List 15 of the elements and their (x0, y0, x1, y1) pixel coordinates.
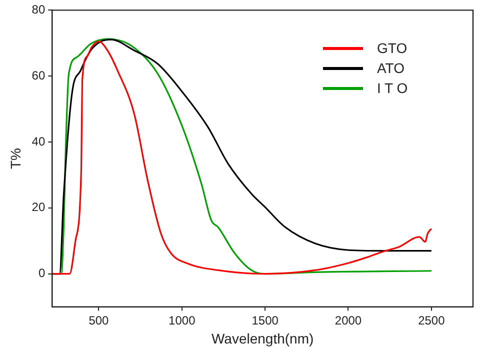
y-tick-label: 20 (32, 200, 46, 214)
x-tick-label: 1500 (252, 313, 279, 328)
x-tick-label: 1000 (168, 313, 196, 328)
y-tick-label: 40 (32, 134, 46, 148)
x-tick-label: 2000 (334, 313, 362, 328)
x-axis-title: Wavelength(nm) (211, 330, 314, 346)
x-tick-label: 500 (88, 313, 110, 328)
y-tick-label: 60 (32, 68, 46, 82)
legend-label: ATO (377, 60, 404, 76)
y-tick-label: 0 (38, 266, 46, 280)
legend-label: I T O (377, 80, 408, 96)
y-tick-label: 80 (32, 2, 46, 17)
x-tick-label: 2500 (418, 313, 446, 328)
legend-label: GTO (377, 40, 408, 56)
y-axis-title: T% (7, 148, 24, 169)
